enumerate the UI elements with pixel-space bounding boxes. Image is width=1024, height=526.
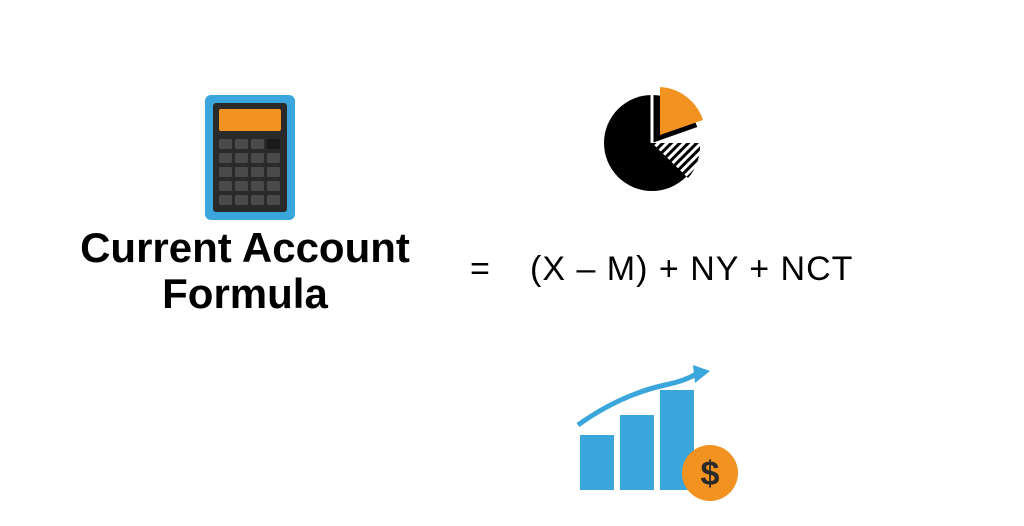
formula-text: (X – M) + NY + NCT [530, 250, 853, 289]
title-line-2: Formula [162, 270, 328, 317]
svg-text:$: $ [701, 455, 720, 493]
bar-chart-icon: $ [570, 365, 750, 510]
title-line-1: Current Account [80, 224, 410, 271]
calculator-icon [205, 95, 295, 225]
infographic-title: Current Account Formula [65, 225, 425, 317]
pie-chart-icon [600, 85, 710, 200]
equals-sign: = [470, 250, 490, 289]
infographic-container: Current Account Formula = (X – M) + NY +… [0, 0, 1024, 526]
